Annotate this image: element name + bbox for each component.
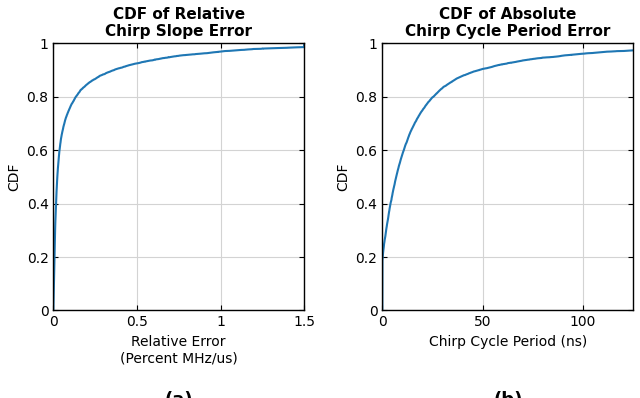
X-axis label: Relative Error
(Percent MHz/us): Relative Error (Percent MHz/us) (120, 335, 237, 365)
Title: CDF of Absolute
Chirp Cycle Period Error: CDF of Absolute Chirp Cycle Period Error (405, 7, 611, 39)
Text: (a): (a) (164, 390, 193, 398)
Y-axis label: CDF: CDF (7, 163, 21, 191)
Title: CDF of Relative
Chirp Slope Error: CDF of Relative Chirp Slope Error (105, 7, 252, 39)
Text: (b): (b) (493, 390, 522, 398)
X-axis label: Chirp Cycle Period (ns): Chirp Cycle Period (ns) (429, 335, 587, 349)
Y-axis label: CDF: CDF (336, 163, 350, 191)
